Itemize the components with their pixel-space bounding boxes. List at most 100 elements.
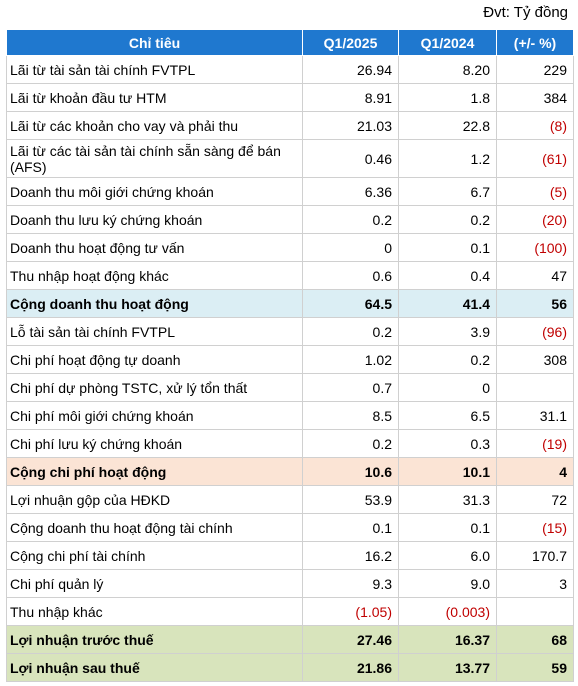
table-row: Doanh thu hoạt động tư vấn 0 0.1 (100) bbox=[6, 233, 574, 262]
value-cell: 1.8 bbox=[398, 83, 497, 112]
value-cell: 21.86 bbox=[302, 653, 399, 682]
row-label: Chi phí môi giới chứng khoán bbox=[6, 401, 303, 430]
value-cell: 47 bbox=[496, 261, 574, 290]
value-cell: 72 bbox=[496, 485, 574, 514]
value-cell: 22.8 bbox=[398, 111, 497, 140]
table-body: Lãi từ tài sản tài chính FVTPL 26.94 8.20 2… bbox=[6, 55, 574, 682]
value-cell: 8.5 bbox=[302, 401, 399, 430]
column-header: Chỉ tiêu bbox=[6, 29, 303, 56]
value-cell: 170.7 bbox=[496, 541, 574, 570]
row-label: Lợi nhuận sau thuế bbox=[6, 653, 303, 682]
value-cell: 6.36 bbox=[302, 177, 399, 206]
table-row: Chi phí hoạt động tự doanh 1.02 0.2 308 bbox=[6, 345, 574, 374]
row-label: Lãi từ tài sản tài chính FVTPL bbox=[6, 55, 303, 84]
value-cell: (15) bbox=[496, 513, 574, 542]
value-cell: 0.2 bbox=[398, 205, 497, 234]
table-row: Cộng chi phí tài chính 16.2 6.0 170.7 bbox=[6, 541, 574, 570]
value-cell: 0 bbox=[302, 233, 399, 262]
column-header: (+/- %) bbox=[496, 29, 574, 56]
table-row: Cộng doanh thu hoạt động 64.5 41.4 56 bbox=[6, 289, 574, 318]
value-cell: 31.1 bbox=[496, 401, 574, 430]
value-cell: (8) bbox=[496, 111, 574, 140]
value-cell: 0.4 bbox=[398, 261, 497, 290]
value-cell: 384 bbox=[496, 83, 574, 112]
row-label: Cộng chi phí tài chính bbox=[6, 541, 303, 570]
value-cell: 13.77 bbox=[398, 653, 497, 682]
value-cell: 41.4 bbox=[398, 289, 497, 318]
row-label: Chi phí lưu ký chứng khoán bbox=[6, 429, 303, 458]
value-cell: 4 bbox=[496, 457, 574, 486]
table-row: Cộng doanh thu hoạt động tài chính 0.1 0.1… bbox=[6, 513, 574, 542]
table-row: Chi phí môi giới chứng khoán 8.5 6.5 31.1 bbox=[6, 401, 574, 430]
value-cell: 64.5 bbox=[302, 289, 399, 318]
value-cell: 0.2 bbox=[302, 429, 399, 458]
table-row: Cộng chi phí hoạt động 10.6 10.1 4 bbox=[6, 457, 574, 486]
value-cell: 10.6 bbox=[302, 457, 399, 486]
value-cell: 9.3 bbox=[302, 569, 399, 598]
row-label: Lãi từ khoản đầu tư HTM bbox=[6, 83, 303, 112]
value-cell: 68 bbox=[496, 625, 574, 654]
row-label: Thu nhập khác bbox=[6, 597, 303, 626]
value-cell: (20) bbox=[496, 205, 574, 234]
value-cell: (61) bbox=[496, 139, 574, 178]
table-row: Doanh thu lưu ký chứng khoán 0.2 0.2 (20) bbox=[6, 205, 574, 234]
value-cell: 0.2 bbox=[398, 345, 497, 374]
value-cell: 31.3 bbox=[398, 485, 497, 514]
column-header: Q1/2025 bbox=[302, 29, 399, 56]
header-row: Chỉ tiêu Q1/2025 Q1/2024 (+/- %) bbox=[6, 29, 574, 56]
value-cell: 6.7 bbox=[398, 177, 497, 206]
row-label: Cộng chi phí hoạt động bbox=[6, 457, 303, 486]
value-cell: 1.02 bbox=[302, 345, 399, 374]
row-label: Chi phí quản lý bbox=[6, 569, 303, 598]
value-cell: 10.1 bbox=[398, 457, 497, 486]
value-cell: 0.2 bbox=[302, 317, 399, 346]
row-label: Thu nhập hoạt động khác bbox=[6, 261, 303, 290]
unit-label: Đvt: Tỷ đồng bbox=[483, 4, 568, 21]
table-row: Doanh thu môi giới chứng khoán 6.36 6.7 (5) bbox=[6, 177, 574, 206]
value-cell: 0.1 bbox=[398, 513, 497, 542]
value-cell: 1.2 bbox=[398, 139, 497, 178]
empty-cell bbox=[496, 597, 574, 626]
table-row: Chi phí lưu ký chứng khoán 0.2 0.3 (19) bbox=[6, 429, 574, 458]
value-cell: (96) bbox=[496, 317, 574, 346]
table-row: Chi phí dự phòng TSTC, xử lý tổn thất 0.7… bbox=[6, 373, 574, 402]
empty-cell bbox=[496, 373, 574, 402]
value-cell: 0.7 bbox=[302, 373, 399, 402]
value-cell: (0.003) bbox=[398, 597, 497, 626]
value-cell: 8.91 bbox=[302, 83, 399, 112]
row-label: Lợi nhuận gộp của HĐKD bbox=[6, 485, 303, 514]
value-cell: 0 bbox=[398, 373, 497, 402]
value-cell: 21.03 bbox=[302, 111, 399, 140]
value-cell: (1.05) bbox=[302, 597, 399, 626]
data-table: Chỉ tiêu Q1/2025 Q1/2024 (+/- %) Lãi từ tài… bbox=[6, 29, 574, 682]
table-row: Chi phí quản lý 9.3 9.0 3 bbox=[6, 569, 574, 598]
value-cell: 0.3 bbox=[398, 429, 497, 458]
value-cell: 6.0 bbox=[398, 541, 497, 570]
value-cell: 229 bbox=[496, 55, 574, 84]
table-row: Lãi từ các khoản cho vay và phải thu 21.0… bbox=[6, 111, 574, 140]
row-label: Cộng doanh thu hoạt động tài chính bbox=[6, 513, 303, 542]
table-row: Lỗ tài sản tài chính FVTPL 0.2 3.9 (96) bbox=[6, 317, 574, 346]
row-label: Chi phí dự phòng TSTC, xử lý tổn thất bbox=[6, 373, 303, 402]
table-row: Lợi nhuận sau thuế 21.86 13.77 59 bbox=[6, 653, 574, 682]
value-cell: 53.9 bbox=[302, 485, 399, 514]
table-row: Lợi nhuận trước thuế 27.46 16.37 68 bbox=[6, 625, 574, 654]
table-row: Thu nhập hoạt động khác 0.6 0.4 47 bbox=[6, 261, 574, 290]
value-cell: 27.46 bbox=[302, 625, 399, 654]
row-label: Lãi từ các tài sản tài chính sẵn sàng để… bbox=[6, 139, 303, 178]
row-label: Lãi từ các khoản cho vay và phải thu bbox=[6, 111, 303, 140]
value-cell: 0.1 bbox=[398, 233, 497, 262]
value-cell: 3 bbox=[496, 569, 574, 598]
row-label: Doanh thu hoạt động tư vấn bbox=[6, 233, 303, 262]
table-row: Lãi từ tài sản tài chính FVTPL 26.94 8.20 2… bbox=[6, 55, 574, 84]
value-cell: 56 bbox=[496, 289, 574, 318]
column-header: Q1/2024 bbox=[398, 29, 497, 56]
value-cell: 16.37 bbox=[398, 625, 497, 654]
value-cell: 308 bbox=[496, 345, 574, 374]
row-label: Lợi nhuận trước thuế bbox=[6, 625, 303, 654]
value-cell: 59 bbox=[496, 653, 574, 682]
value-cell: 9.0 bbox=[398, 569, 497, 598]
value-cell: (5) bbox=[496, 177, 574, 206]
value-cell: 0.6 bbox=[302, 261, 399, 290]
